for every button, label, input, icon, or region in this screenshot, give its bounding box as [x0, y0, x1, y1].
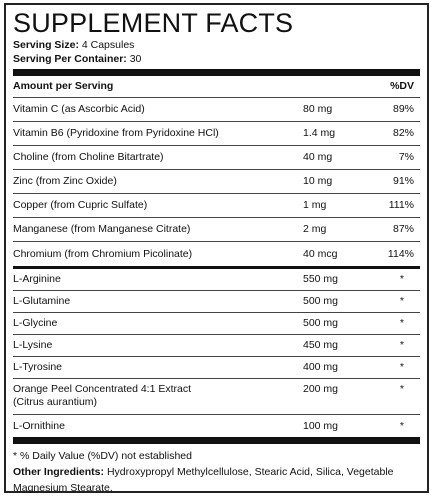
supplement-facts-panel: SUPPLEMENT FACTS Serving Size: 4 Capsule… — [4, 3, 429, 496]
nutrient-amount: 40 mcg — [303, 247, 338, 260]
nutrient-amount: 10 mg — [303, 175, 333, 187]
nutrient-name: Vitamin B6 (Pyridoxine from Pyridoxine H… — [13, 127, 219, 139]
other-ingredients: Other Ingredients: Hydroxypropyl Methylc… — [13, 464, 420, 496]
table-row: Vitamin B6 (Pyridoxine from Pyridoxine H… — [13, 122, 420, 146]
table-row: Chromium (from Chromium Picolinate) 40 mc… — [13, 242, 420, 266]
dv-header: %DV — [390, 80, 414, 92]
nutrient-dv: 82% — [392, 127, 414, 139]
ingredient-latin-name: (Citrus aurantium) — [13, 396, 98, 408]
nutrient-dv: 87% — [392, 223, 414, 235]
table-row: Copper (from Cupric Sulfate) 1 mg 111% — [13, 194, 420, 218]
other-ingredients-label: Other Ingredients: — [13, 466, 105, 478]
nutrient-name: Zinc (from Zinc Oxide) — [13, 175, 117, 187]
panel-title: SUPPLEMENT FACTS — [13, 8, 294, 38]
section-divider — [13, 266, 420, 269]
nutrient-dv: 7% — [398, 151, 414, 163]
ingredient-amount: 500 mg — [303, 317, 339, 329]
nutrient-amount: 1 mg — [303, 199, 327, 211]
other-ingredients-text: Hydroxypropyl Methylcellulose, Stearic A… — [13, 466, 394, 494]
table-row: Vitamin C (as Ascorbic Acid) 80 mg 89% — [13, 98, 420, 122]
ingredient-name: L-Ornithine — [13, 419, 65, 432]
ingredient-amount: 550 mg — [303, 273, 339, 285]
amino-acid-rows: L-Arginine 550 mg * L-Glutamine 500 mg * L-G… — [13, 269, 420, 437]
servings-per-container-label: Serving Per Container: — [13, 53, 127, 65]
ingredient-amount: 200 mg — [303, 383, 339, 395]
nutrient-dv: 89% — [392, 103, 414, 115]
nutrient-name: Chromium (from Chromium Picolinate) — [13, 247, 193, 260]
table-row: L-Tyrosine 400 mg * — [13, 357, 420, 379]
ingredient-name: L-Lysine — [13, 339, 53, 351]
nutrient-amount: 80 mg — [303, 103, 333, 115]
ingredient-name: L-Tyrosine — [13, 361, 63, 373]
ingredient-dv: * — [399, 419, 404, 432]
nutrient-name: Choline (from Choline Bitartrate) — [13, 151, 164, 163]
table-row: L-Glycine 500 mg * — [13, 313, 420, 335]
table-row: Orange Peel Concentrated 4:1 Extract (Ci… — [13, 379, 420, 415]
ingredient-dv: * — [399, 339, 404, 351]
nutrient-dv: 114% — [387, 247, 414, 260]
panel-footer: * % Daily Value (%DV) not established Ot… — [13, 444, 420, 496]
serving-size-value: 4 Capsules — [81, 39, 135, 51]
serving-size: Serving Size: 4 Capsules — [13, 38, 420, 52]
ingredient-name-block: Orange Peel Concentrated 4:1 Extract (Ci… — [13, 383, 303, 409]
amount-per-serving-header: Amount per Serving — [13, 80, 114, 92]
nutrient-name: Manganese (from Manganese Citrate) — [13, 223, 191, 235]
servings-per-container: Serving Per Container: 30 — [13, 52, 420, 66]
table-row: Choline (from Choline Bitartrate) 40 mg 7% — [13, 146, 420, 170]
ingredient-amount: 500 mg — [303, 295, 339, 307]
ingredient-name: Orange Peel Concentrated 4:1 Extract — [13, 383, 192, 395]
nutrient-amount: 40 mg — [303, 151, 333, 163]
nutrient-name: Vitamin C (as Ascorbic Acid) — [13, 103, 145, 115]
ingredient-amount: 450 mg — [303, 339, 339, 351]
ingredient-dv: * — [399, 361, 404, 373]
vitamin-mineral-rows: Vitamin C (as Ascorbic Acid) 80 mg 89% Vit… — [13, 98, 420, 266]
ingredient-amount: 400 mg — [303, 361, 339, 373]
ingredient-amount: 100 mg — [303, 419, 339, 432]
ingredient-name: L-Glycine — [13, 317, 58, 329]
table-row: L-Lysine 450 mg * — [13, 335, 420, 357]
table-row: L-Arginine 550 mg * — [13, 269, 420, 291]
ingredient-dv: * — [399, 383, 404, 395]
thick-divider — [13, 69, 420, 76]
thick-divider-bottom — [13, 437, 420, 444]
nutrient-dv: 111% — [388, 199, 414, 211]
nutrient-name: Copper (from Cupric Sulfate) — [13, 199, 148, 211]
ingredient-name: L-Glutamine — [13, 295, 71, 307]
table-header: Amount per Serving %DV — [13, 76, 420, 98]
table-row: Zinc (from Zinc Oxide) 10 mg 91% — [13, 170, 420, 194]
ingredient-dv: * — [399, 317, 404, 329]
servings-per-container-value: 30 — [129, 53, 142, 65]
ingredient-dv: * — [399, 295, 404, 307]
nutrient-dv: 91% — [392, 175, 414, 187]
table-row: L-Ornithine 100 mg * — [13, 415, 420, 437]
dv-footnote: * % Daily Value (%DV) not established — [13, 450, 192, 462]
nutrient-amount: 2 mg — [303, 223, 327, 235]
table-row: Manganese (from Manganese Citrate) 2 mg 87… — [13, 218, 420, 242]
ingredient-name: L-Arginine — [13, 273, 61, 285]
nutrient-amount: 1.4 mg — [303, 127, 336, 139]
table-row: L-Glutamine 500 mg * — [13, 291, 420, 313]
ingredient-dv: * — [399, 273, 404, 285]
serving-size-label: Serving Size: — [13, 39, 79, 51]
